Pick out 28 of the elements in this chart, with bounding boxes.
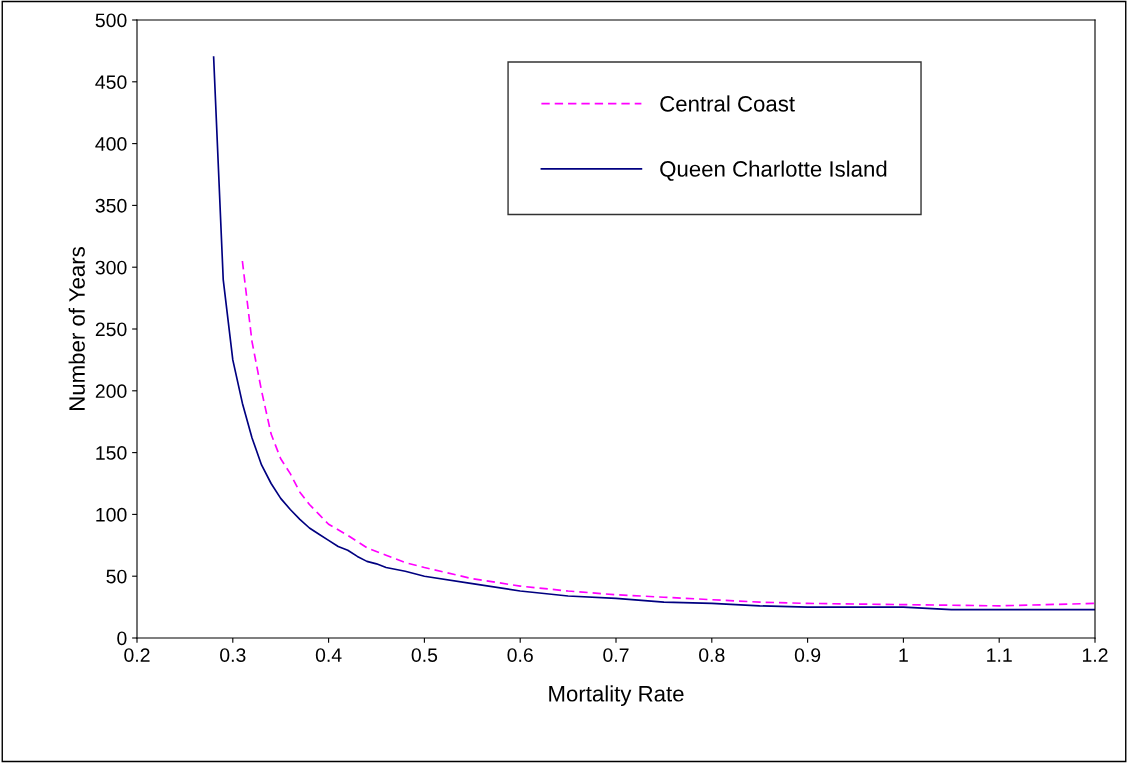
y-tick-label: 350 <box>95 198 127 213</box>
x-tick-label: 0.5 <box>411 648 438 662</box>
x-tick-label: 0.9 <box>794 648 821 662</box>
y-tick-label: 100 <box>96 507 127 522</box>
x-axis-title: Mortality Rate <box>549 685 684 707</box>
y-tick-label: 500 <box>95 13 127 28</box>
y-tick-label: 0 <box>117 631 127 646</box>
y-tick-label: 250 <box>95 322 127 337</box>
y-tick-label: 50 <box>106 569 127 584</box>
x-tick-label: 0.8 <box>699 648 725 662</box>
legend-label: Central Coast <box>660 95 795 112</box>
line-series <box>212 56 1095 611</box>
y-tick-label: 200 <box>95 384 127 399</box>
y-tick-label: 450 <box>95 75 127 90</box>
y-axis-title: Number of Years <box>68 247 85 410</box>
x-tick-label: 1 <box>899 648 908 662</box>
y-tick-label: 150 <box>96 446 127 460</box>
x-tick-label: 0.6 <box>507 648 533 662</box>
x-tick-label: 0.3 <box>220 648 246 662</box>
x-tick-label: 1.1 <box>987 648 1012 662</box>
x-tick-label: 1.2 <box>1082 648 1108 662</box>
y-tick-label: 400 <box>95 137 127 151</box>
x-tick-label: 0.2 <box>124 648 150 662</box>
x-tick-label: 0.7 <box>603 648 629 662</box>
legend-label: Queen Charlotte Island <box>660 160 887 181</box>
y-tick-label: 300 <box>95 260 127 275</box>
x-tick-label: 0.4 <box>315 648 342 662</box>
line-series <box>241 260 1095 607</box>
